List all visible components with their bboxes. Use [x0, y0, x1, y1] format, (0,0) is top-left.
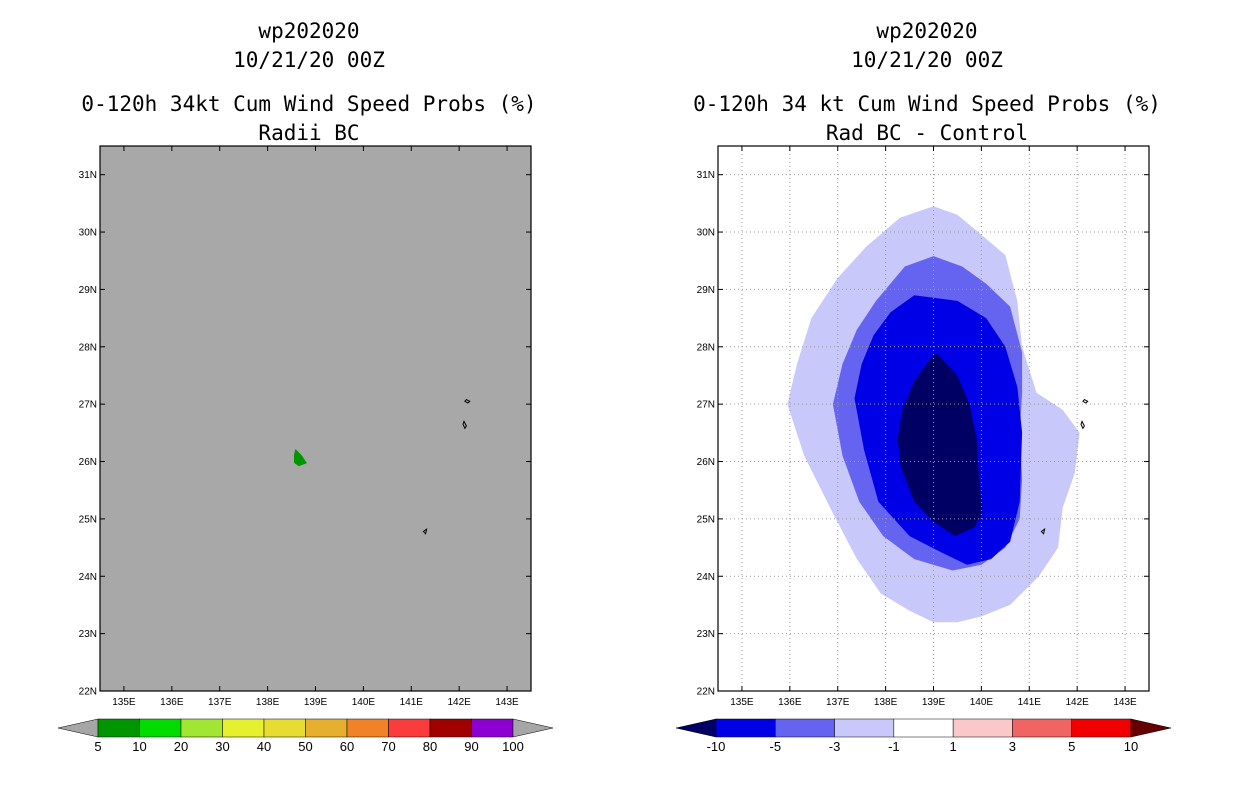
island-outline: [1040, 528, 1046, 535]
x-tick-label: 139E: [922, 697, 946, 708]
storm-id: wp202020: [258, 19, 360, 43]
x-tick-label: 135E: [730, 697, 754, 708]
y-tick-label: 31N: [79, 170, 97, 181]
colorbar-swatch: [222, 718, 265, 738]
y-tick-label: 25N: [697, 514, 715, 525]
colorbar-swatch: [715, 718, 776, 738]
y-tick-label: 27N: [79, 400, 97, 411]
colorbar-swatch: [180, 718, 223, 738]
colorbar-label: 70: [381, 739, 395, 754]
y-tick-label: 26N: [697, 457, 715, 468]
colorbar-label: -5: [770, 739, 782, 754]
x-tick-label: 138E: [874, 697, 898, 708]
colorbar-label: 90: [464, 739, 478, 754]
colorbar-label: 10: [132, 739, 146, 754]
forecast-datetime: 10/21/20 00Z: [851, 48, 1003, 72]
chart-title: 0-120h 34 kt Cum Wind Speed Probs (%): [693, 92, 1161, 116]
colorbar-under-triangle: [675, 718, 717, 738]
y-tick-label: 25N: [79, 514, 97, 525]
x-tick-label: 141E: [400, 697, 424, 708]
colorbar-label: 30: [215, 739, 229, 754]
colorbar-swatch: [97, 718, 140, 738]
x-tick-label: 137E: [208, 697, 232, 708]
colorbar-label: 5: [94, 739, 101, 754]
colorbar-swatch: [346, 718, 389, 738]
colorbar-over-triangle: [512, 718, 554, 738]
island-outline: [1082, 398, 1089, 404]
x-tick-label: 138E: [256, 697, 280, 708]
colorbar-label: 40: [257, 739, 271, 754]
colorbar-label: 1: [950, 739, 957, 754]
x-tick-label: 136E: [160, 697, 184, 708]
right-panel: wp202020 10/21/20 00Z 0-120h 34 kt Cum W…: [618, 0, 1236, 800]
colorbar-label: 60: [340, 739, 354, 754]
x-tick-label: 143E: [1113, 697, 1137, 708]
x-tick-label: 141E: [1018, 697, 1042, 708]
colorbar-swatch: [305, 718, 348, 738]
colorbar-swatch: [775, 718, 835, 738]
y-tick-label: 22N: [697, 687, 715, 698]
colorbar-label: 3: [1009, 739, 1016, 754]
difference-map-chart: 135E 136E 137E 138E 139E 140E 141E 142E 143E 22N 2…: [675, 145, 1172, 754]
x-tick-label: 136E: [778, 697, 802, 708]
left-panel: wp202020 10/21/20 00Z 0-120h 34kt Cum Wi…: [57, 19, 554, 754]
y-tick-label: 31N: [697, 170, 715, 181]
colorbar-label: 100: [502, 739, 524, 754]
x-tick-label: 142E: [447, 697, 471, 708]
colorbar-swatch: [1071, 718, 1132, 738]
y-tick-label: 24N: [79, 572, 97, 583]
y-tick-label: 26N: [79, 457, 97, 468]
forecast-datetime: 10/21/20 00Z: [233, 48, 385, 72]
colorbar-under-triangle: [57, 718, 99, 738]
colorbar-label: -1: [888, 739, 900, 754]
colorbar-label: 50: [298, 739, 312, 754]
y-tick-label: 28N: [697, 342, 715, 353]
colorbar-swatch: [388, 718, 431, 738]
colorbar-swatch: [952, 718, 1013, 738]
island-outline: [464, 398, 471, 404]
plot-background: [100, 146, 531, 691]
x-tick-label: 135E: [112, 697, 136, 708]
colorbar-label: -3: [829, 739, 841, 754]
island-outline: [422, 528, 428, 535]
x-tick-label: 143E: [495, 697, 519, 708]
colorbar-swatch: [263, 718, 306, 738]
colorbar-label: 5: [1068, 739, 1075, 754]
colorbar-swatch: [471, 718, 514, 738]
y-tick-label: 22N: [79, 687, 97, 698]
y-tick-label: 27N: [697, 400, 715, 411]
contour-fill: [294, 448, 307, 467]
y-tick-label: 24N: [697, 572, 715, 583]
y-tick-label: 23N: [697, 629, 715, 640]
colorbar-label: 20: [174, 739, 188, 754]
x-tick-label: 140E: [970, 697, 994, 708]
colorbar-over-triangle: [1130, 718, 1172, 738]
colorbar-swatch: [429, 718, 472, 738]
probability-map-chart: 135E 136E 137E 138E 139E 140E 141E 142E 143E 22N 2…: [57, 145, 554, 754]
colorbar-label: 80: [423, 739, 437, 754]
y-tick-label: 29N: [79, 285, 97, 296]
colorbar-label: 10: [1124, 739, 1138, 754]
contour-fill: [897, 352, 983, 537]
y-tick-label: 23N: [79, 629, 97, 640]
colorbar-swatch: [139, 718, 182, 738]
colorbar-swatch: [1012, 718, 1072, 738]
x-tick-label: 140E: [352, 697, 376, 708]
y-tick-label: 30N: [79, 228, 97, 239]
chart-title: 0-120h 34kt Cum Wind Speed Probs (%): [81, 92, 537, 116]
chart-subtitle: Radii BC: [258, 121, 360, 145]
x-tick-label: 142E: [1065, 697, 1089, 708]
colorbar-label: -10: [707, 739, 726, 754]
island-outline: [1080, 420, 1085, 430]
y-tick-label: 28N: [79, 342, 97, 353]
storm-id: wp202020: [876, 19, 978, 43]
y-tick-label: 29N: [697, 285, 715, 296]
colorbar-swatch: [893, 718, 954, 738]
y-tick-label: 30N: [697, 228, 715, 239]
chart-subtitle: Rad BC - Control: [825, 121, 1029, 145]
colorbar-swatch: [834, 718, 895, 738]
island-outline: [462, 420, 467, 430]
x-tick-label: 139E: [304, 697, 328, 708]
x-tick-label: 137E: [826, 697, 850, 708]
